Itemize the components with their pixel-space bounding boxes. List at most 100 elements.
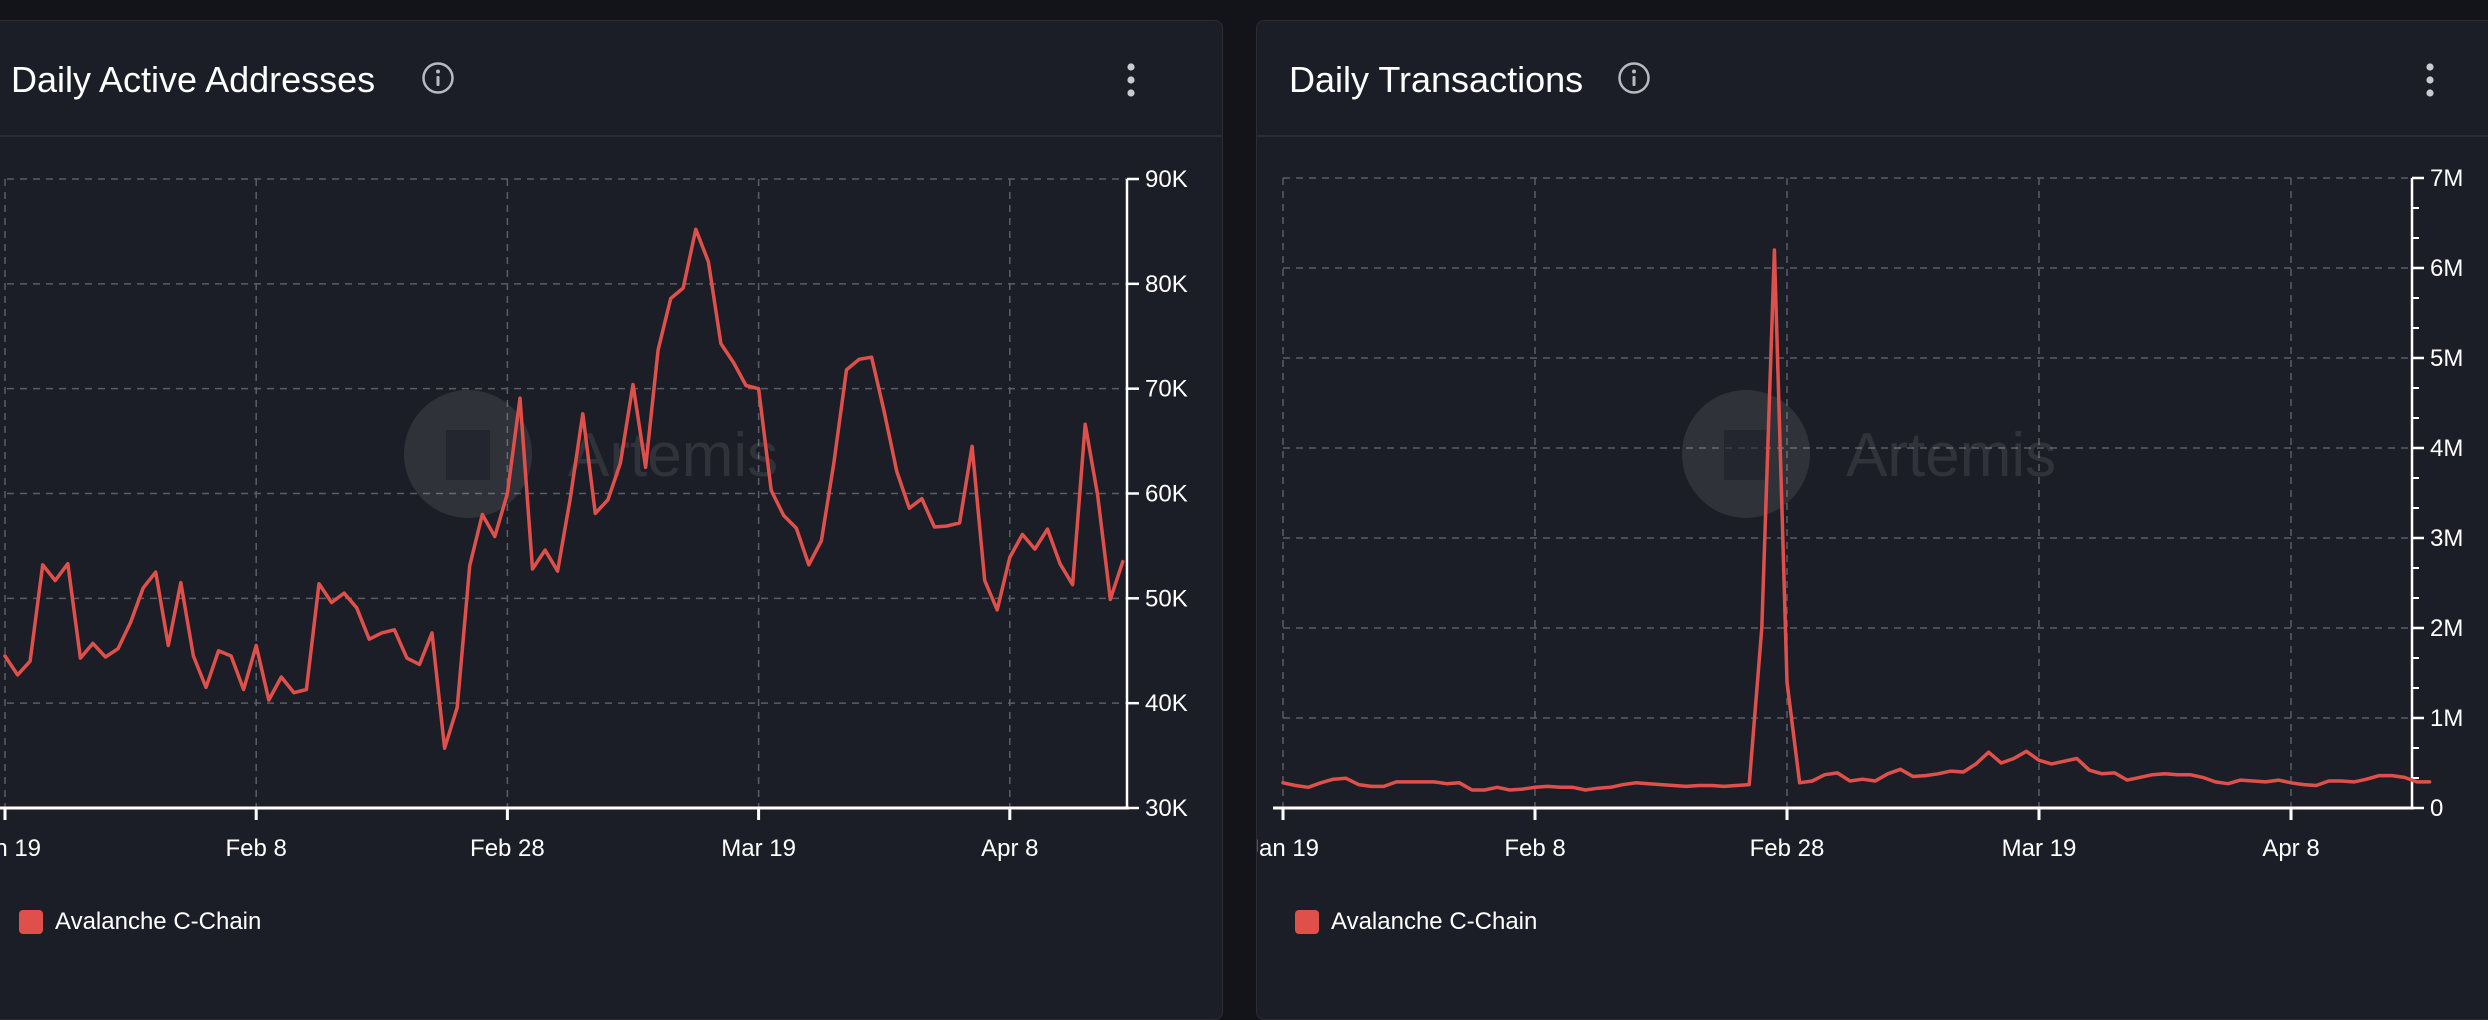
data-point[interactable] bbox=[717, 340, 725, 348]
data-point[interactable] bbox=[1808, 777, 1816, 785]
data-point[interactable] bbox=[2035, 756, 2043, 764]
data-point[interactable] bbox=[1531, 783, 1539, 791]
data-point[interactable] bbox=[918, 495, 926, 503]
data-point[interactable] bbox=[1720, 782, 1728, 790]
data-point[interactable] bbox=[1367, 782, 1375, 790]
data-point[interactable] bbox=[2237, 776, 2245, 784]
data-point[interactable] bbox=[516, 394, 524, 402]
data-point[interactable] bbox=[1997, 759, 2005, 767]
data-point[interactable] bbox=[930, 523, 938, 531]
info-icon[interactable] bbox=[421, 61, 455, 95]
data-point[interactable] bbox=[2073, 755, 2081, 763]
data-point[interactable] bbox=[2400, 773, 2408, 781]
data-point[interactable] bbox=[1909, 773, 1917, 781]
data-point[interactable] bbox=[2375, 772, 2383, 780]
data-point[interactable] bbox=[1695, 782, 1703, 790]
data-point[interactable] bbox=[2262, 778, 2270, 786]
data-point[interactable] bbox=[177, 579, 185, 587]
data-point[interactable] bbox=[2312, 782, 2320, 790]
data-point[interactable] bbox=[164, 642, 172, 650]
data-point[interactable] bbox=[290, 689, 298, 697]
data-point[interactable] bbox=[328, 599, 336, 607]
data-point[interactable] bbox=[390, 626, 398, 634]
data-point[interactable] bbox=[2161, 770, 2169, 778]
data-point[interactable] bbox=[102, 653, 110, 661]
data-point[interactable] bbox=[1069, 581, 1077, 589]
data-point[interactable] bbox=[2098, 770, 2106, 778]
data-point[interactable] bbox=[1355, 781, 1363, 789]
data-point[interactable] bbox=[579, 410, 587, 418]
more-vertical-icon[interactable] bbox=[1124, 61, 1138, 99]
data-point[interactable] bbox=[1959, 768, 1967, 776]
data-point[interactable] bbox=[14, 671, 22, 679]
data-point[interactable] bbox=[730, 359, 738, 367]
data-point[interactable] bbox=[755, 385, 763, 393]
data-point[interactable] bbox=[2337, 777, 2345, 785]
data-point[interactable] bbox=[441, 744, 449, 752]
data-point[interactable] bbox=[315, 580, 323, 588]
data-point[interactable] bbox=[365, 635, 373, 643]
data-point[interactable] bbox=[1418, 778, 1426, 786]
data-point[interactable] bbox=[880, 408, 888, 416]
data-point[interactable] bbox=[1455, 779, 1463, 787]
data-point[interactable] bbox=[704, 258, 712, 266]
data-point[interactable] bbox=[1506, 786, 1514, 794]
data-point[interactable] bbox=[1031, 545, 1039, 553]
data-point[interactable] bbox=[453, 703, 461, 711]
data-point[interactable] bbox=[64, 560, 72, 568]
data-point[interactable] bbox=[554, 567, 562, 575]
more-vertical-icon[interactable] bbox=[2423, 61, 2437, 99]
data-point[interactable] bbox=[1859, 775, 1867, 783]
data-point[interactable] bbox=[1279, 779, 1287, 787]
data-point[interactable] bbox=[1493, 783, 1501, 791]
data-point[interactable] bbox=[240, 686, 248, 694]
data-point[interactable] bbox=[503, 490, 511, 498]
data-point[interactable] bbox=[277, 673, 285, 681]
data-point[interactable] bbox=[1884, 770, 1892, 778]
data-point[interactable] bbox=[2022, 747, 2030, 755]
data-point[interactable] bbox=[629, 381, 637, 389]
data-point[interactable] bbox=[1443, 780, 1451, 788]
data-point[interactable] bbox=[51, 577, 59, 585]
data-point[interactable] bbox=[2186, 771, 2194, 779]
data-point[interactable] bbox=[1581, 786, 1589, 794]
data-point[interactable] bbox=[604, 496, 612, 504]
data-point[interactable] bbox=[1657, 781, 1665, 789]
data-point[interactable] bbox=[956, 519, 964, 527]
data-point[interactable] bbox=[1985, 748, 1993, 756]
data-point[interactable] bbox=[1745, 781, 1753, 789]
data-point[interactable] bbox=[1106, 595, 1114, 603]
data-point[interactable] bbox=[692, 225, 700, 233]
data-point[interactable] bbox=[2111, 769, 2119, 777]
data-point[interactable] bbox=[817, 537, 825, 545]
data-point[interactable] bbox=[541, 546, 549, 554]
data-point[interactable] bbox=[805, 561, 813, 569]
data-point[interactable] bbox=[679, 284, 687, 292]
data-point[interactable] bbox=[76, 654, 84, 662]
data-point[interactable] bbox=[792, 524, 800, 532]
data-point[interactable] bbox=[114, 645, 122, 653]
data-point[interactable] bbox=[2325, 777, 2333, 785]
data-point[interactable] bbox=[742, 382, 750, 390]
data-point[interactable] bbox=[2287, 779, 2295, 787]
data-point[interactable] bbox=[403, 654, 411, 662]
data-point[interactable] bbox=[2085, 766, 2093, 774]
data-point[interactable] bbox=[1292, 782, 1300, 790]
data-point[interactable] bbox=[1380, 782, 1388, 790]
data-point[interactable] bbox=[1770, 246, 1778, 254]
data-point[interactable] bbox=[2274, 776, 2282, 784]
data-point[interactable] bbox=[252, 642, 260, 650]
data-point[interactable] bbox=[968, 442, 976, 450]
data-point[interactable] bbox=[767, 486, 775, 494]
data-point[interactable] bbox=[1783, 678, 1791, 686]
data-point[interactable] bbox=[2350, 778, 2358, 786]
data-point[interactable] bbox=[1044, 525, 1052, 533]
data-point[interactable] bbox=[1682, 782, 1690, 790]
data-point[interactable] bbox=[868, 353, 876, 361]
data-point[interactable] bbox=[189, 652, 197, 660]
data-point[interactable] bbox=[993, 606, 1001, 614]
info-icon[interactable] bbox=[1617, 61, 1651, 95]
data-point[interactable] bbox=[1871, 777, 1879, 785]
data-point[interactable] bbox=[1632, 779, 1640, 787]
data-point[interactable] bbox=[667, 295, 675, 303]
